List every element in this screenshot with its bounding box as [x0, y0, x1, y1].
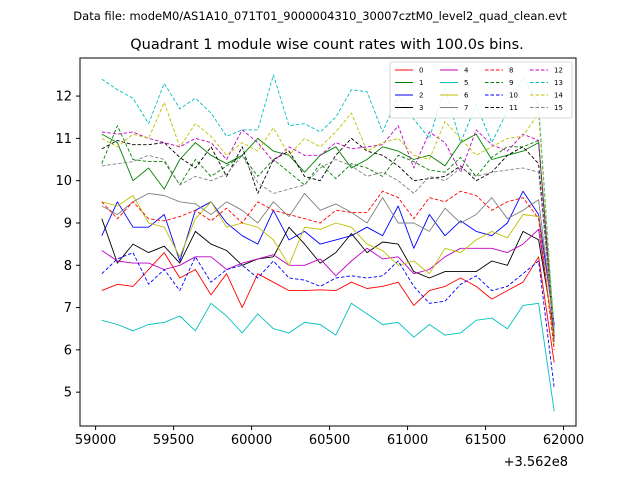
- legend-label-15: 15: [554, 104, 563, 112]
- y-tick-label: 12: [55, 90, 72, 105]
- series-line-1: [101, 133, 555, 329]
- legend-label-9: 9: [509, 79, 513, 87]
- legend-label-6: 6: [464, 92, 469, 100]
- legend-label-5: 5: [464, 79, 468, 87]
- series-line-7: [101, 192, 555, 329]
- legend-label-11: 11: [509, 104, 518, 112]
- series-line-0: [101, 252, 555, 363]
- legend-label-3: 3: [419, 104, 423, 112]
- y-tick-label: 11: [55, 132, 72, 147]
- series-group: [101, 74, 555, 412]
- legend-label-13: 13: [554, 79, 563, 87]
- x-tick-label: 61500: [465, 433, 506, 448]
- series-line-11: [101, 137, 555, 338]
- series-line-6: [101, 195, 555, 346]
- legend-label-7: 7: [464, 104, 468, 112]
- y-tick-label: 6: [64, 343, 72, 358]
- legend-label-4: 4: [464, 67, 469, 75]
- x-tick-label: 60500: [309, 433, 350, 448]
- y-tick-label: 10: [55, 174, 72, 189]
- series-line-2: [101, 190, 555, 325]
- y-tick-label: 7: [64, 301, 72, 316]
- series-line-14: [101, 101, 555, 338]
- legend-label-14: 14: [554, 92, 563, 100]
- legend-box: [389, 61, 573, 119]
- y-tick-label: 9: [64, 216, 72, 231]
- series-line-8: [101, 190, 555, 350]
- x-offset-label: +3.562e8: [504, 455, 568, 470]
- y-tick-label: 8: [64, 259, 72, 274]
- x-tick-label: 59000: [75, 433, 116, 448]
- x-tick-label: 60000: [231, 433, 272, 448]
- plot-frame: [79, 57, 577, 427]
- series-line-12: [101, 125, 555, 342]
- x-tick-label: 59500: [153, 433, 194, 448]
- series-line-3: [101, 218, 555, 333]
- series-line-5: [101, 302, 555, 412]
- series-line-4: [101, 228, 555, 338]
- legend-label-2: 2: [419, 92, 423, 100]
- legend-label-10: 10: [509, 92, 518, 100]
- chart-title: Quadrant 1 module wise count rates with …: [130, 37, 524, 53]
- legend-label-12: 12: [554, 67, 563, 75]
- legend-label-0: 0: [419, 67, 423, 75]
- legend-label-8: 8: [509, 67, 513, 75]
- y-tick-label: 5: [64, 386, 72, 401]
- series-line-15: [101, 154, 555, 333]
- legend-label-1: 1: [419, 79, 423, 87]
- series-line-13: [101, 74, 555, 333]
- axes-group: 59000 59500 60000 60500 61000 61500 62000 5 6 7 8 9…: [55, 57, 584, 448]
- x-tick-label: 62000: [543, 433, 584, 448]
- file-caption: Data file: modeM0/AS1A10_071T01_90000043…: [73, 9, 567, 23]
- series-line-10: [101, 252, 555, 388]
- x-tick-label: 61000: [387, 433, 428, 448]
